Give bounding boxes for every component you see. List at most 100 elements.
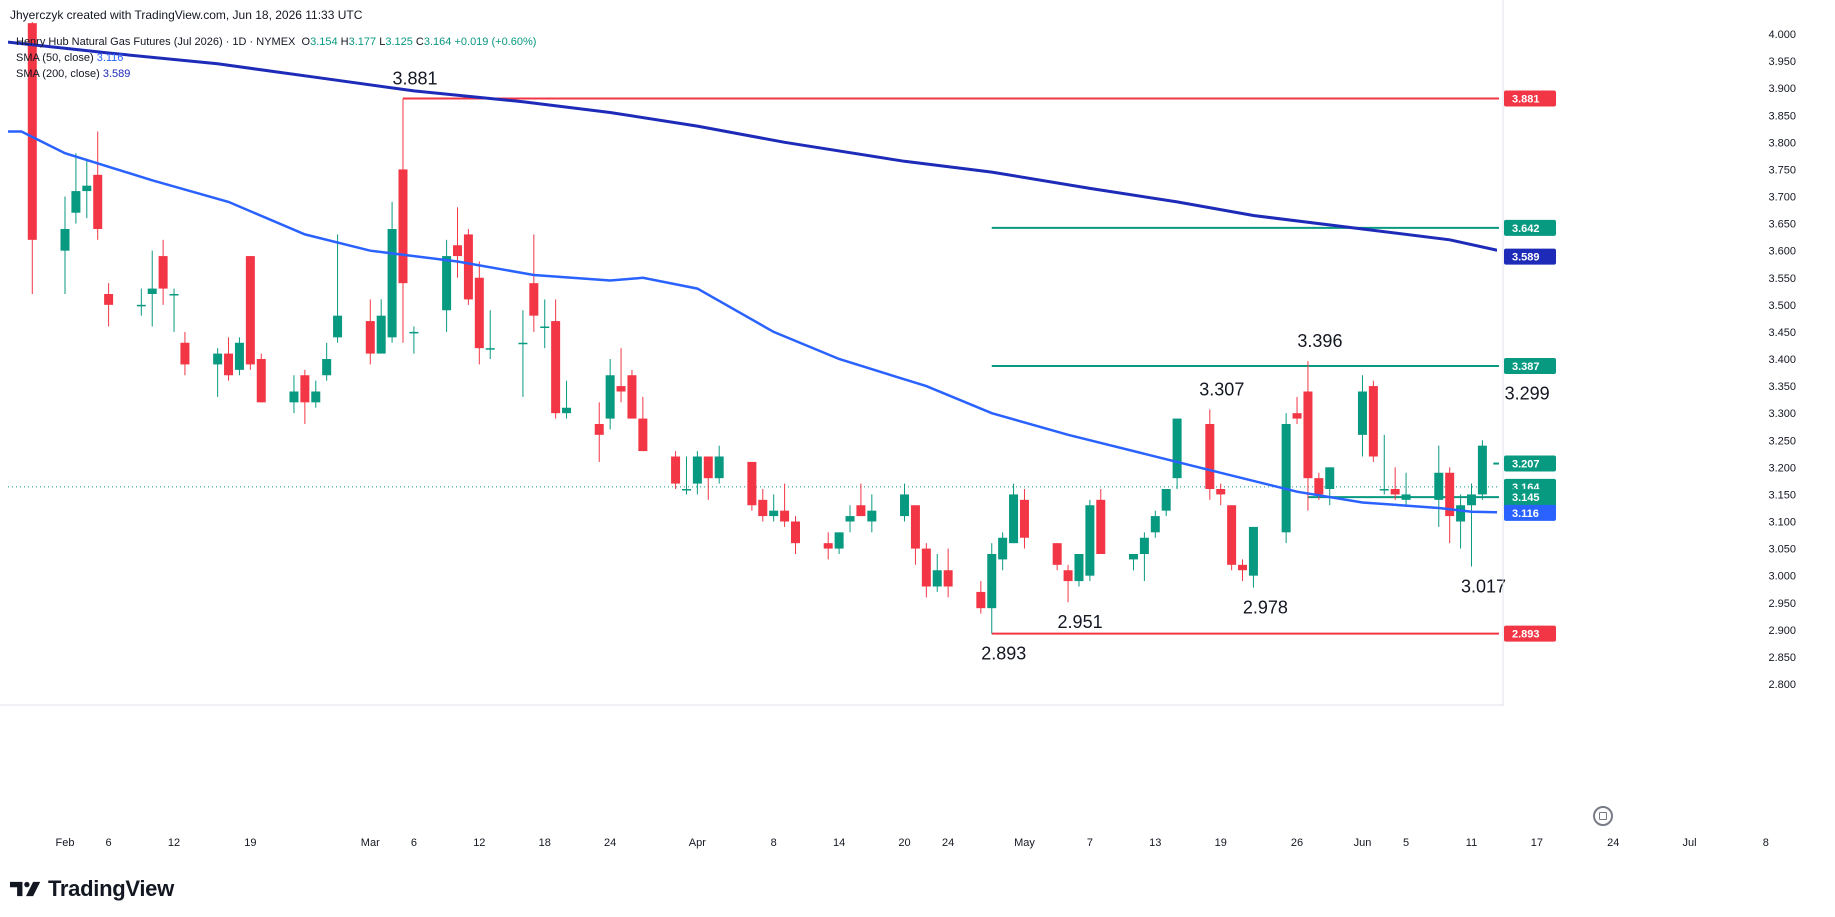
candle[interactable] [1096,489,1106,554]
candle[interactable] [671,451,681,489]
candle[interactable] [1063,564,1073,603]
candle[interactable] [365,299,375,365]
price-tag-3.145[interactable] [1504,489,1556,506]
candle[interactable] [256,353,266,403]
candle[interactable] [311,380,321,408]
candle[interactable] [769,494,779,522]
candle[interactable] [1238,559,1248,582]
candle[interactable] [1227,505,1237,571]
candle[interactable] [998,532,1008,571]
candle[interactable] [780,483,790,527]
candle[interactable] [1401,472,1411,506]
sma50-line[interactable] [8,130,1526,514]
price-tag-3.589[interactable] [1504,248,1556,265]
candle[interactable] [1292,396,1302,424]
candle[interactable] [518,310,528,397]
candle[interactable] [1052,543,1062,571]
candle[interactable] [900,483,910,522]
candle[interactable] [1368,380,1378,462]
candle[interactable] [987,543,997,634]
candle[interactable] [845,505,855,533]
legend-sma200-row[interactable]: SMA (200, close) 3.589 [16,66,536,82]
candle[interactable] [1466,483,1476,567]
candle[interactable] [474,261,484,365]
price-tag-3.387[interactable] [1504,358,1556,375]
candle[interactable] [616,348,626,403]
candle[interactable] [714,445,724,484]
candle[interactable] [1150,510,1160,538]
price-tag-3.207[interactable] [1504,455,1556,472]
candle[interactable] [703,456,713,500]
legend-symbol-row[interactable]: Henry Hub Natural Gas Futures (Jul 2026)… [16,34,536,50]
candle[interactable] [1456,494,1466,549]
candle[interactable] [1379,434,1389,495]
candle[interactable] [1477,440,1487,500]
candle[interactable] [442,239,452,332]
goto-realtime-icon[interactable] [1593,806,1613,826]
candle[interactable] [333,234,343,343]
legend-sma50-row[interactable]: SMA (50, close) 3.116 [16,50,536,66]
price-tag-3.881[interactable] [1504,90,1556,107]
sma200-line[interactable] [8,40,1526,257]
candle[interactable] [213,348,223,397]
candle[interactable] [834,532,844,554]
candle[interactable] [976,581,986,614]
price-tag-2.893[interactable] [1504,625,1556,642]
candle[interactable] [93,131,103,240]
candle[interactable] [1009,483,1019,544]
candle[interactable] [1281,413,1291,544]
candle[interactable] [398,98,408,343]
candle[interactable] [758,489,768,522]
candle[interactable] [1357,375,1367,457]
candle[interactable] [747,461,757,511]
candle[interactable] [1303,361,1313,511]
candle[interactable] [485,310,495,359]
candle[interactable] [376,299,386,354]
candle[interactable] [1390,467,1400,500]
candle[interactable] [681,456,691,495]
tradingview-brand[interactable]: TradingView [10,876,174,902]
candle[interactable] [82,158,92,219]
candle[interactable] [453,207,463,278]
candle[interactable] [551,299,561,419]
candle[interactable] [1325,467,1335,506]
candle[interactable] [1019,489,1029,549]
candle[interactable] [540,299,550,349]
candle[interactable] [605,359,615,430]
candle[interactable] [27,0,37,294]
candle[interactable] [300,369,310,424]
candle[interactable] [136,288,146,316]
candle[interactable] [1445,467,1455,544]
candle[interactable] [791,516,800,554]
candle[interactable] [1248,526,1258,588]
candle[interactable] [1216,483,1226,506]
candle[interactable] [147,250,157,327]
price-tag-3.116[interactable] [1504,504,1556,521]
candle[interactable] [409,326,419,354]
candle[interactable] [692,451,702,495]
candle[interactable] [856,483,866,517]
candle[interactable] [180,331,190,376]
candle[interactable] [943,548,953,598]
candle[interactable] [322,342,332,381]
candle[interactable] [562,380,572,419]
candle[interactable] [1161,489,1171,517]
candle[interactable] [104,283,114,327]
candle[interactable] [1172,418,1182,489]
candle[interactable] [224,337,234,381]
candle[interactable] [1128,554,1138,571]
candle[interactable] [823,532,833,560]
candle[interactable] [910,505,920,565]
candle[interactable] [245,256,255,370]
candle[interactable] [387,201,397,343]
candle[interactable] [638,396,648,452]
candle[interactable] [71,153,81,224]
candle[interactable] [1074,554,1084,587]
candle[interactable] [921,543,931,598]
price-tag-3.642[interactable] [1504,219,1556,236]
candle[interactable] [234,337,244,376]
candle[interactable] [1434,445,1444,527]
candle[interactable] [60,196,70,295]
candle[interactable] [1205,409,1215,500]
